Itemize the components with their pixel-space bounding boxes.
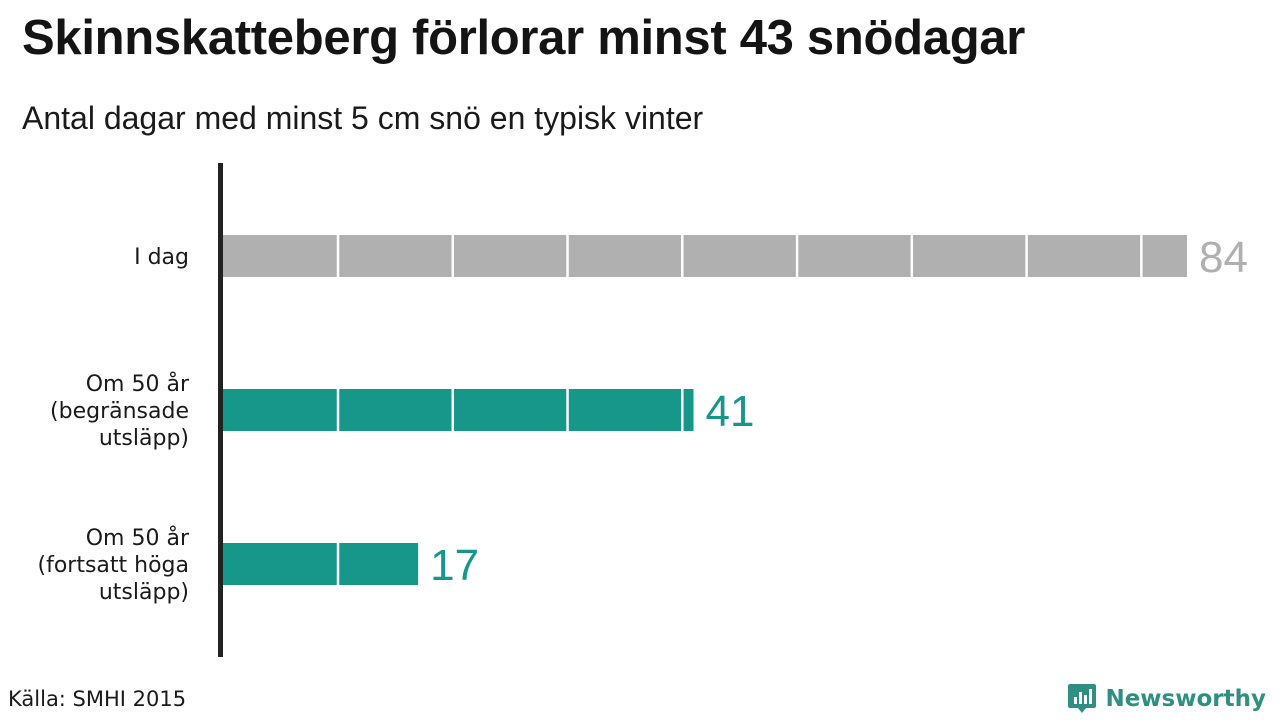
source-note: Källa: SMHI 2015: [8, 687, 187, 711]
bar-divider: [1025, 235, 1028, 277]
bar-group-1: [223, 389, 694, 431]
category-label-line: (fortsatt höga: [38, 553, 190, 578]
value-label-2: 17: [430, 541, 479, 590]
bar-divider: [336, 235, 340, 277]
category-label-line: utsläpp): [99, 580, 189, 605]
bar-1: [223, 389, 694, 431]
bar-divider: [336, 543, 340, 585]
bar-group-0: [223, 235, 1187, 277]
bar-group-2: [223, 543, 419, 585]
value-label-0: 84: [1199, 233, 1248, 282]
chart-title: Skinnskatteberg förlorar minst 43 snödag…: [22, 11, 1026, 65]
category-label-line: (begränsade: [50, 399, 189, 424]
bar-divider: [451, 235, 455, 277]
category-label-line: Om 50 år: [86, 371, 190, 397]
bar-divider: [681, 389, 684, 431]
bar-2: [223, 543, 419, 585]
brand-mark: Newsworthy: [1067, 682, 1266, 716]
bar-divider: [681, 235, 684, 277]
bar-divider: [566, 389, 569, 431]
category-label-2: Om 50 år (fortsatt höga utsläpp): [38, 525, 190, 605]
bar-divider: [1140, 235, 1143, 277]
bar-divider: [910, 235, 914, 277]
bar-divider: [451, 389, 455, 431]
category-label-1: Om 50 år (begränsade utsläpp): [50, 371, 190, 451]
value-label-1: 41: [706, 387, 755, 436]
brand-name: Newsworthy: [1105, 686, 1266, 712]
category-label-0: I dag: [134, 245, 189, 270]
bar-0: [223, 235, 1187, 277]
bar-divider: [795, 235, 799, 277]
category-label-line: utsläpp): [99, 426, 189, 451]
bar-divider: [336, 389, 340, 431]
category-label-line: Om 50 år: [86, 525, 190, 551]
bar-divider: [566, 235, 569, 277]
category-label-line: I dag: [134, 245, 189, 270]
newsworthy-logo-icon: [1068, 684, 1097, 713]
chart-subtitle: Antal dagar med minst 5 cm snö en typisk…: [22, 100, 704, 136]
